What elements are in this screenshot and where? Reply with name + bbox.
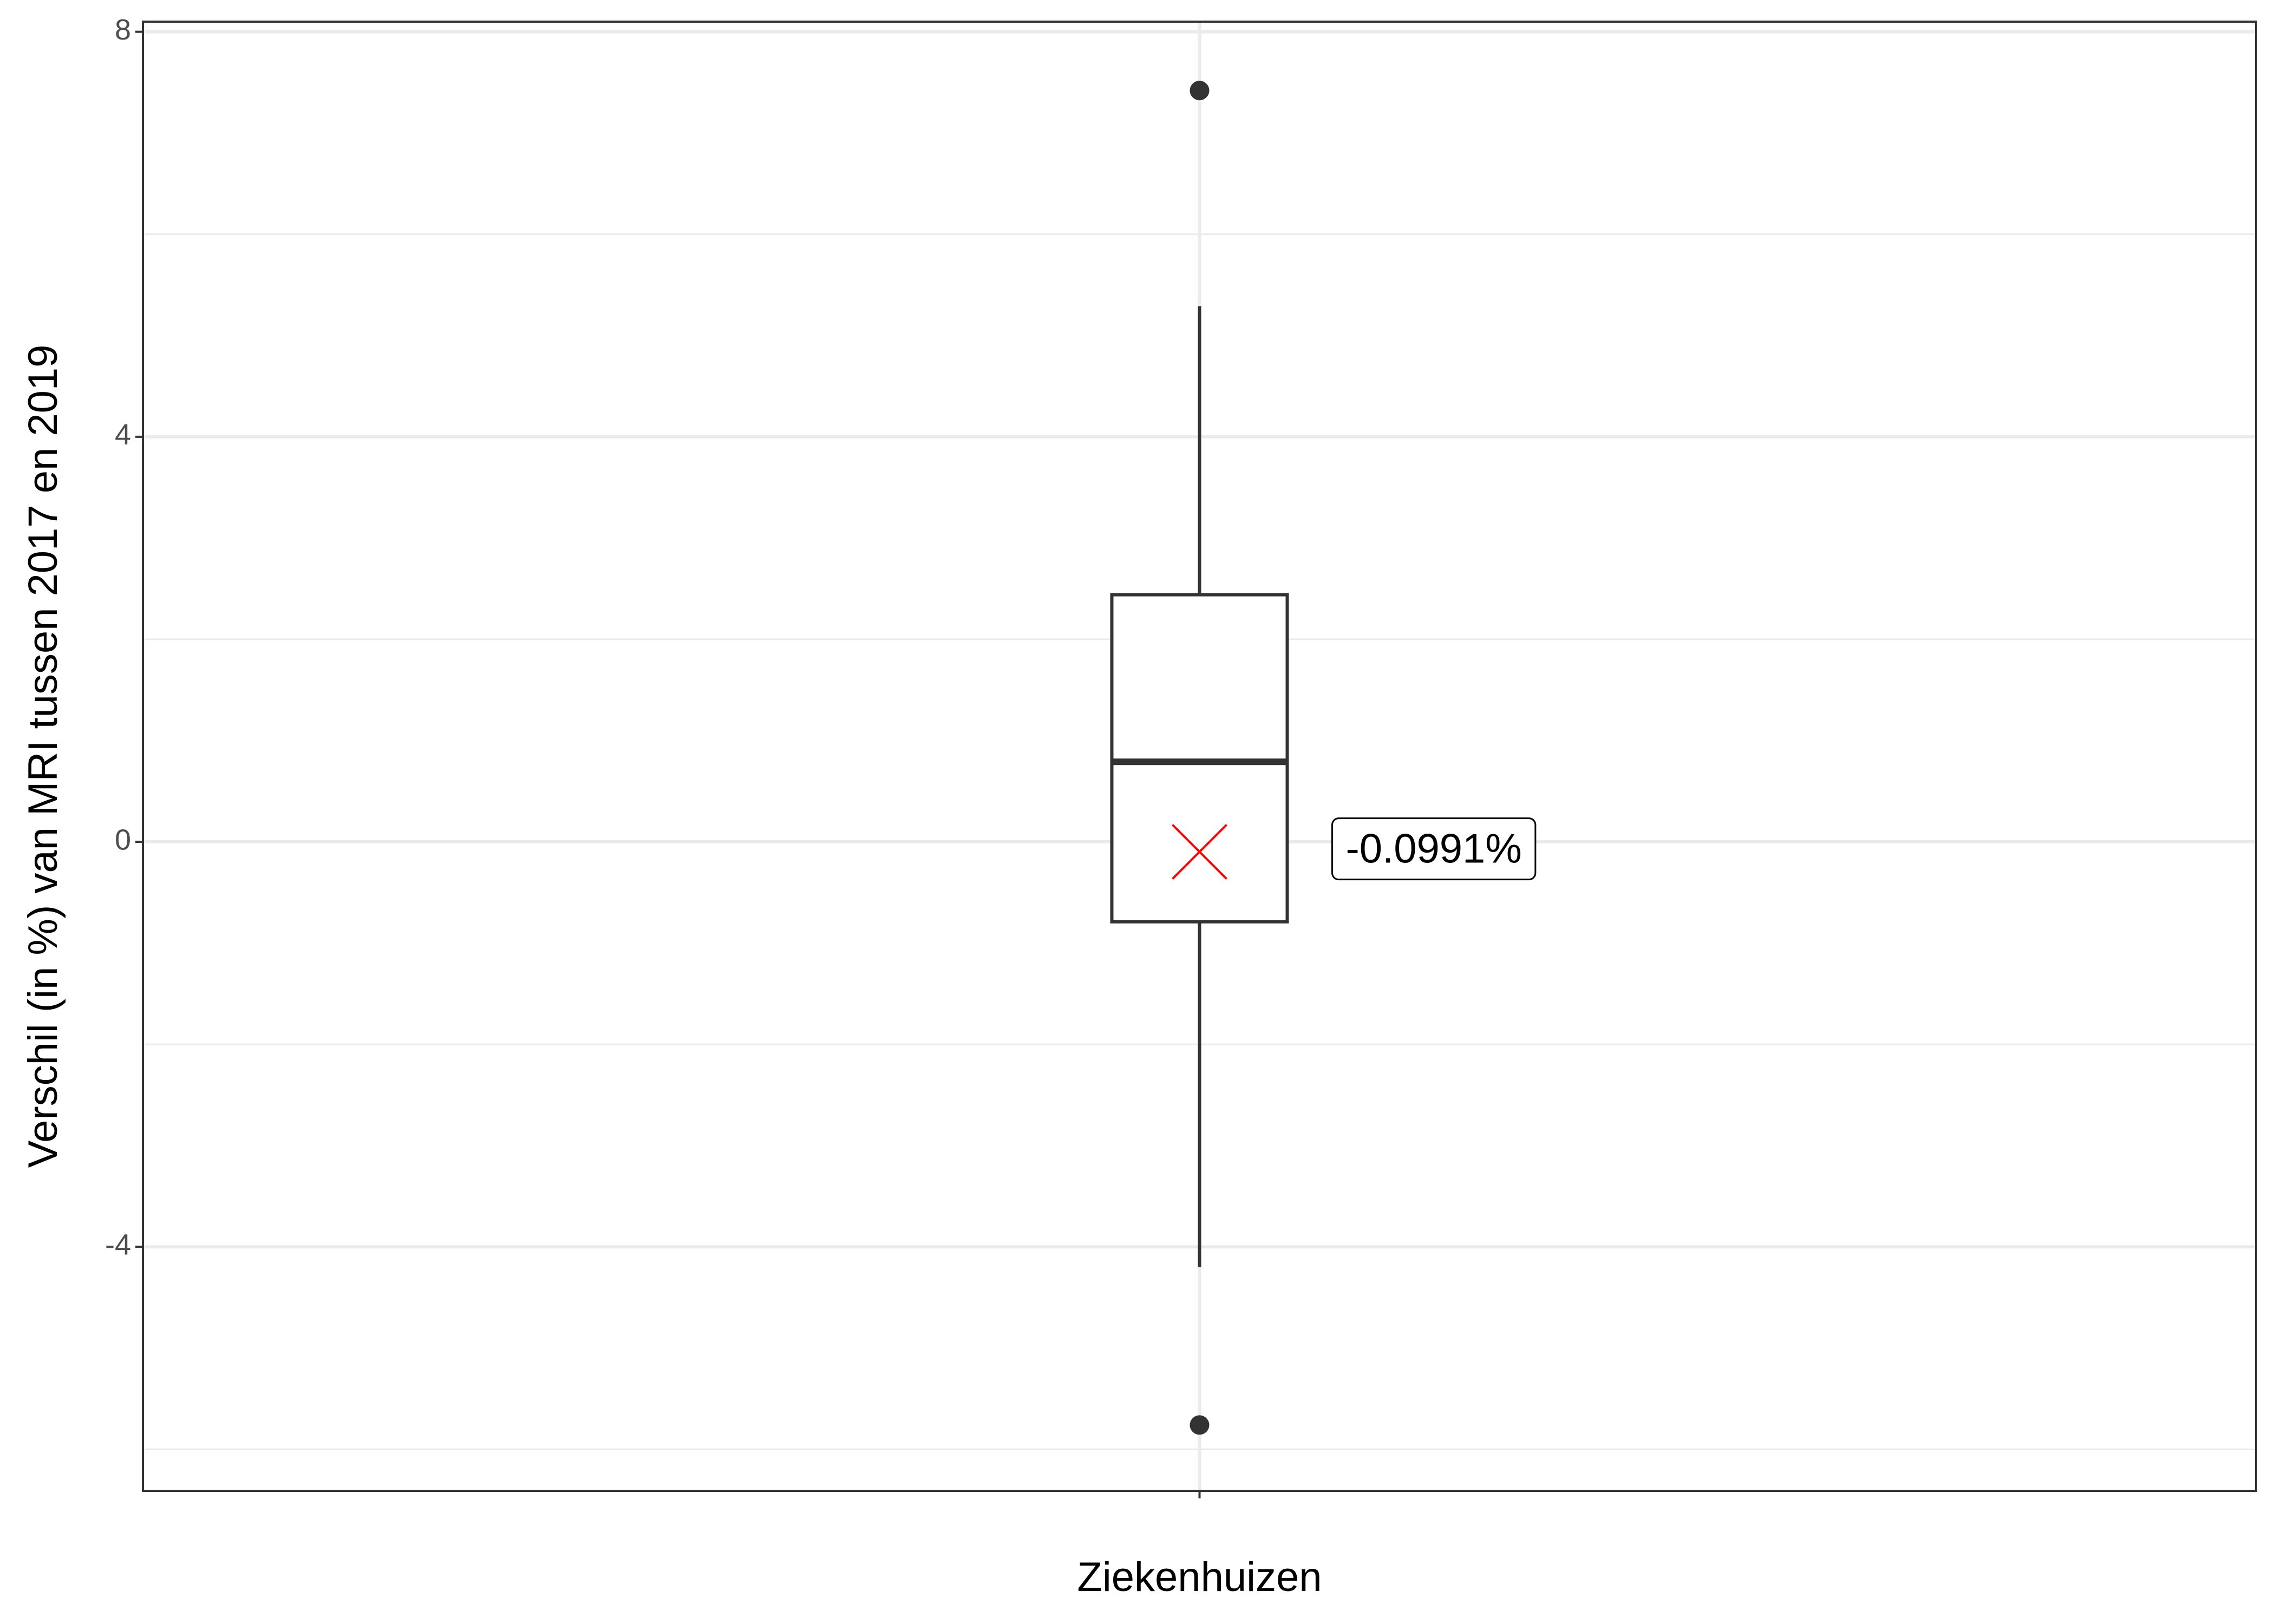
mean-label: -0.0991% (1346, 826, 1522, 872)
x-tick-label: Ziekenhuizen (1077, 1554, 1322, 1600)
outlier (1190, 1415, 1210, 1435)
y-tick-label: 4 (115, 418, 131, 451)
y-tick-label: 0 (115, 823, 131, 856)
y-axis-title: Verschil (in %) van MRI tussen 2017 en 2… (20, 345, 66, 1168)
mean-label-box (1331, 817, 1537, 881)
mean-marker (1172, 824, 1227, 880)
y-tick-label: 8 (115, 14, 131, 46)
box (1110, 593, 1289, 924)
panel-border (142, 21, 2257, 1492)
y-tick-label: -4 (105, 1228, 131, 1261)
outlier (1190, 81, 1210, 101)
